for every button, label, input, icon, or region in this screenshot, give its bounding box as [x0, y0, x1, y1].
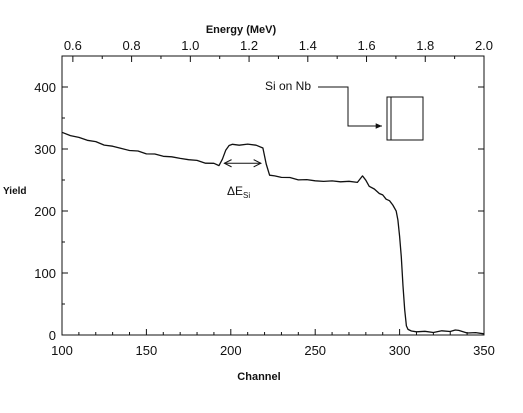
- x-tick-label: 350: [473, 343, 495, 358]
- x2-tick-label: 1.8: [416, 38, 434, 53]
- x2-tick-label: 0.8: [123, 38, 141, 53]
- x2-axis-ticks: 0.6 0.8 1.0 1.2 1.4 1.6 1.8 2.0: [64, 38, 493, 62]
- x-tick-label: 200: [220, 343, 242, 358]
- sample-label-arrow: [318, 86, 382, 129]
- delta-e-subscript: Si: [243, 191, 250, 200]
- x-axis-ticks: 100 150 200 250 300 350: [51, 329, 495, 358]
- x2-tick-label: 1.6: [357, 38, 375, 53]
- sample-nb-substrate-box: [386, 96, 424, 141]
- y-tick-label: 400: [34, 80, 56, 95]
- series-layer: [61, 131, 485, 335]
- plot-frame: [61, 55, 485, 336]
- x2-tick-label: 0.6: [64, 38, 82, 53]
- x2-tick-label: 1.4: [299, 38, 317, 53]
- x-tick-label: 150: [136, 343, 158, 358]
- x-tick-label: 100: [51, 343, 73, 358]
- x2-tick-label: 2.0: [475, 38, 493, 53]
- y-tick-label: 300: [34, 142, 56, 157]
- x-axis-title: Channel: [237, 371, 280, 383]
- x2-axis-title: Energy (MeV): [206, 24, 277, 36]
- x2-tick-label: 1.0: [181, 38, 199, 53]
- sample-label: Si on Nb: [265, 79, 311, 93]
- series-line: [61, 131, 485, 335]
- y-tick-label: 200: [34, 204, 56, 219]
- y-tick-label: 100: [34, 266, 56, 281]
- x-tick-label: 300: [389, 343, 411, 358]
- delta-e-label: ΔESi: [227, 184, 250, 200]
- y-axis-title: Yield: [3, 186, 27, 197]
- y-axis-ticks: 0 100 200 300 400: [34, 80, 484, 343]
- y-tick-label: 0: [49, 328, 56, 343]
- x2-tick-label: 1.2: [240, 38, 258, 53]
- x-tick-label: 250: [304, 343, 326, 358]
- delta-e-main: ΔE: [227, 184, 243, 198]
